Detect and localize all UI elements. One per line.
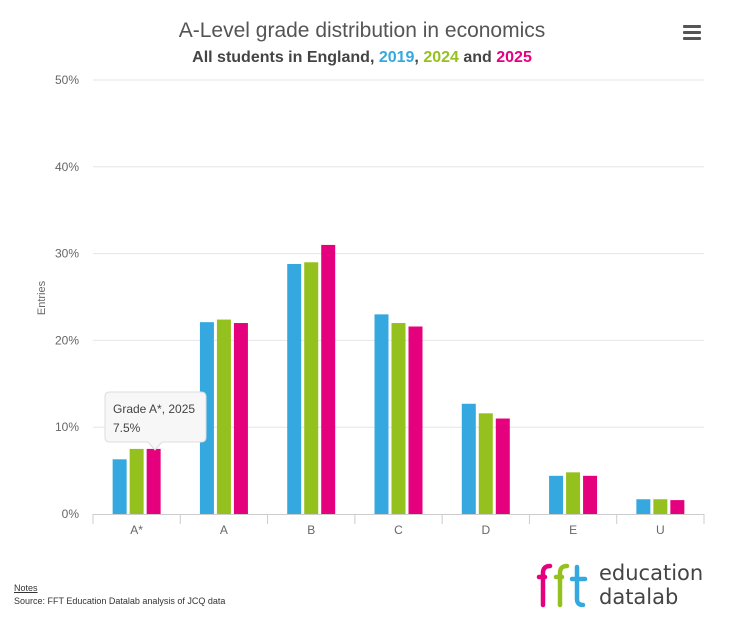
- bar-d-2019[interactable]: [461, 403, 476, 514]
- x-tick-label: C: [394, 523, 403, 537]
- y-axis-title: Entries: [36, 280, 48, 315]
- x-tick-label: U: [656, 523, 665, 537]
- chart: A-Level grade distribution in economics …: [36, 19, 705, 537]
- x-tick-label: A*: [130, 523, 143, 537]
- bar-b-2019[interactable]: [287, 264, 302, 514]
- bar-e-2025[interactable]: [583, 475, 598, 514]
- bar-astar-2024[interactable]: [129, 448, 144, 514]
- subtitle-year-2024: 2024: [423, 49, 459, 66]
- subtitle-year-2025: 2025: [496, 49, 532, 66]
- y-tick-label: 50%: [55, 73, 79, 87]
- bar-a-2025[interactable]: [233, 323, 248, 514]
- footer-notes: Notes Source: FFT Education Datalab anal…: [14, 582, 225, 608]
- logo-text-datalab: datalab: [599, 585, 678, 609]
- y-tick-label: 40%: [55, 160, 79, 174]
- bar-c-2025[interactable]: [408, 326, 423, 514]
- bar-b-2024[interactable]: [304, 262, 319, 514]
- y-tick-label: 20%: [55, 333, 79, 347]
- tooltip-value: 7.5%: [113, 421, 141, 435]
- y-tick-label: 0%: [62, 507, 80, 521]
- bar-b-2025[interactable]: [321, 244, 336, 515]
- x-tick-label: D: [481, 523, 490, 537]
- chart-subtitle: All students in England, 2019, 2024 and …: [192, 49, 532, 66]
- fft-education-datalab-logo: education datalab: [536, 561, 703, 609]
- bar-a-2019[interactable]: [199, 322, 214, 514]
- bar-c-2019[interactable]: [374, 314, 389, 514]
- hamburger-menu-icon[interactable]: [681, 22, 703, 42]
- bar-u-2019[interactable]: [636, 499, 651, 514]
- source-text: Source: FFT Education Datalab analysis o…: [14, 596, 226, 606]
- bar-a-2024[interactable]: [216, 319, 231, 514]
- bar-astar-2019[interactable]: [112, 459, 127, 514]
- chart-title: A-Level grade distribution in economics: [179, 19, 546, 42]
- y-tick-label: 10%: [55, 420, 79, 434]
- notes-link[interactable]: Notes: [14, 583, 38, 593]
- tooltip-title: Grade A*, 2025: [113, 402, 195, 416]
- bar-c-2024[interactable]: [391, 323, 406, 514]
- fft-logo-mark: [536, 563, 588, 608]
- y-tick-label: 30%: [55, 247, 79, 261]
- logo-text-education: education: [599, 561, 703, 585]
- bar-e-2019[interactable]: [549, 475, 564, 514]
- tooltip: Grade A*, 2025 7.5%: [104, 391, 207, 451]
- x-tick-label: B: [307, 523, 315, 537]
- bar-u-2024[interactable]: [653, 499, 668, 514]
- subtitle-year-2019: 2019: [379, 49, 415, 66]
- bar-e-2024[interactable]: [566, 472, 581, 514]
- bar-d-2025[interactable]: [495, 418, 510, 514]
- bar-astar-2025[interactable]: [146, 448, 161, 514]
- bar-d-2024[interactable]: [478, 413, 493, 514]
- x-tick-label: A: [220, 523, 228, 537]
- bar-u-2025[interactable]: [670, 500, 685, 514]
- x-tick-label: E: [569, 523, 577, 537]
